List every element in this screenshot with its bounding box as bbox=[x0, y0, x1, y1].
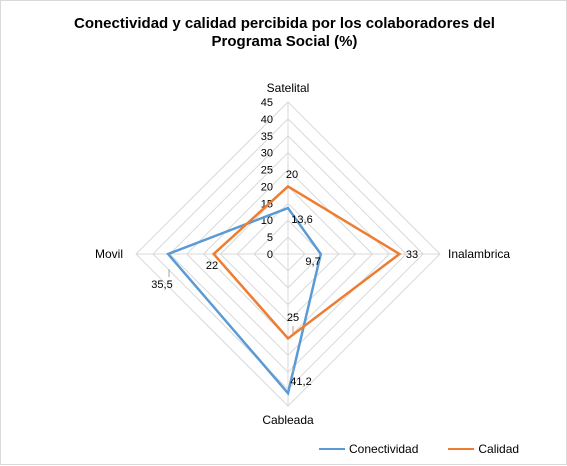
data-label-calidad-inalambrica: 33 bbox=[406, 249, 418, 261]
legend-label-conectividad: Conectividad bbox=[349, 442, 419, 456]
series-line-conectividad bbox=[165, 206, 323, 396]
legend-item-conectividad: Conectividad bbox=[319, 442, 418, 456]
legend: Conectividad Calidad bbox=[319, 441, 549, 457]
tick-label-5: 5 bbox=[267, 232, 273, 244]
data-label-conectividad-cableada: 41,2 bbox=[290, 376, 311, 388]
legend-item-calidad: Calidad bbox=[448, 442, 519, 456]
tick-label-25: 25 bbox=[261, 165, 273, 177]
legend-swatch-conectividad bbox=[319, 448, 345, 450]
data-label-calidad-satelital: 20 bbox=[286, 169, 298, 181]
legend-label-calidad: Calidad bbox=[478, 442, 520, 456]
chart-title-line-2: Programa Social (%) bbox=[211, 33, 358, 50]
data-label-calidad-cableada: 25 bbox=[287, 312, 299, 324]
legend-swatch-calidad bbox=[448, 448, 475, 450]
data-label-conectividad-satelital: 13,6 bbox=[291, 214, 312, 226]
data-label-conectividad-movil: 35,5 bbox=[151, 279, 172, 291]
tick-label-40: 40 bbox=[261, 114, 273, 126]
tick-label-45: 45 bbox=[261, 97, 273, 109]
tick-label-30: 30 bbox=[261, 148, 273, 160]
category-label-inalambrica: Inalambrica bbox=[448, 247, 510, 261]
tick-label-35: 35 bbox=[261, 131, 273, 143]
chart-title: Conectividad y calidad percibida por los… bbox=[1, 15, 567, 51]
category-label-cableada: Cableada bbox=[262, 413, 314, 427]
tick-label-20: 20 bbox=[261, 181, 273, 193]
chart-title-line-1: Conectividad y calidad percibida por los… bbox=[74, 15, 495, 32]
data-label-calidad-movil: 22 bbox=[206, 260, 218, 272]
series-line-calidad bbox=[211, 184, 402, 341]
tick-label-0: 0 bbox=[267, 249, 273, 261]
category-label-satelital: Satelital bbox=[267, 81, 310, 95]
data-label-conectividad-inalambrica: 9,7 bbox=[305, 256, 320, 268]
category-label-movil: Movil bbox=[95, 247, 123, 261]
